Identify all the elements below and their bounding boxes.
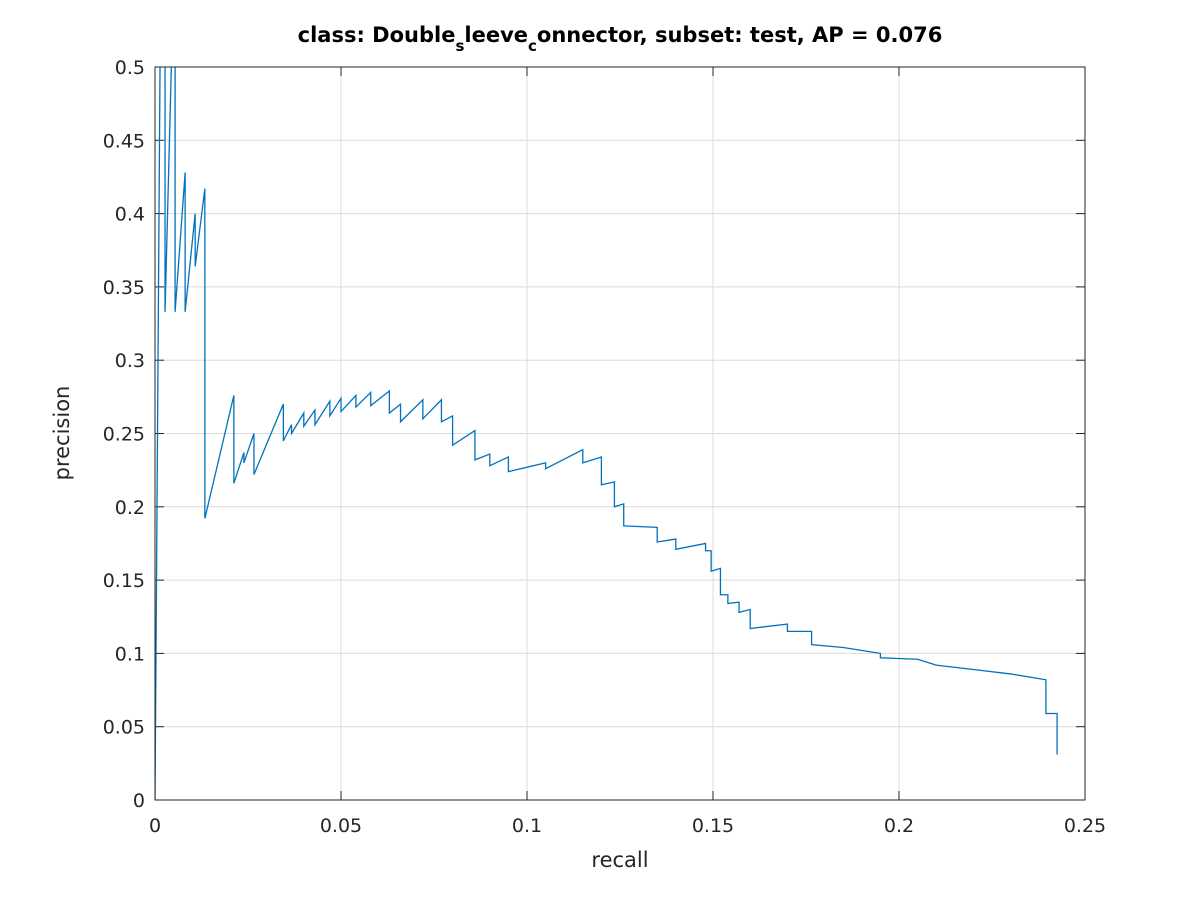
x-tick-label: 0.1 bbox=[512, 815, 542, 837]
title-part: onnector, subset: test, AP = 0.076 bbox=[537, 23, 942, 47]
y-tick-label: 0.25 bbox=[103, 424, 145, 446]
y-tick-label: 0.3 bbox=[115, 350, 145, 372]
title-part: leeve bbox=[464, 23, 528, 47]
y-tick-label: 0.4 bbox=[115, 204, 145, 226]
y-tick-label: 0.35 bbox=[103, 277, 145, 299]
y-tick-label: 0.05 bbox=[103, 717, 145, 739]
y-tick-label: 0.1 bbox=[115, 643, 145, 665]
y-tick-label: 0.2 bbox=[115, 497, 145, 519]
y-tick-label: 0 bbox=[133, 790, 145, 812]
x-tick-label: 0 bbox=[149, 815, 161, 837]
y-tick-label: 0.15 bbox=[103, 570, 145, 592]
x-axis-label: recall bbox=[591, 848, 648, 872]
title-part: c bbox=[528, 37, 537, 55]
x-tick-label: 0.15 bbox=[692, 815, 734, 837]
x-tick-label: 0.2 bbox=[884, 815, 914, 837]
title-part: s bbox=[455, 37, 464, 55]
y-tick-label: 0.5 bbox=[115, 57, 145, 79]
x-tick-label: 0.05 bbox=[320, 815, 362, 837]
axes-box bbox=[154, 66, 1086, 801]
chart-title: class: Doublesleeveconnector, subset: te… bbox=[298, 23, 943, 55]
pr-curve bbox=[155, 67, 1058, 800]
x-tick-label: 0.25 bbox=[1064, 815, 1106, 837]
y-tick-label: 0.45 bbox=[103, 130, 145, 152]
title-part: class: Double bbox=[298, 23, 456, 47]
y-axis-label: precision bbox=[50, 386, 74, 481]
